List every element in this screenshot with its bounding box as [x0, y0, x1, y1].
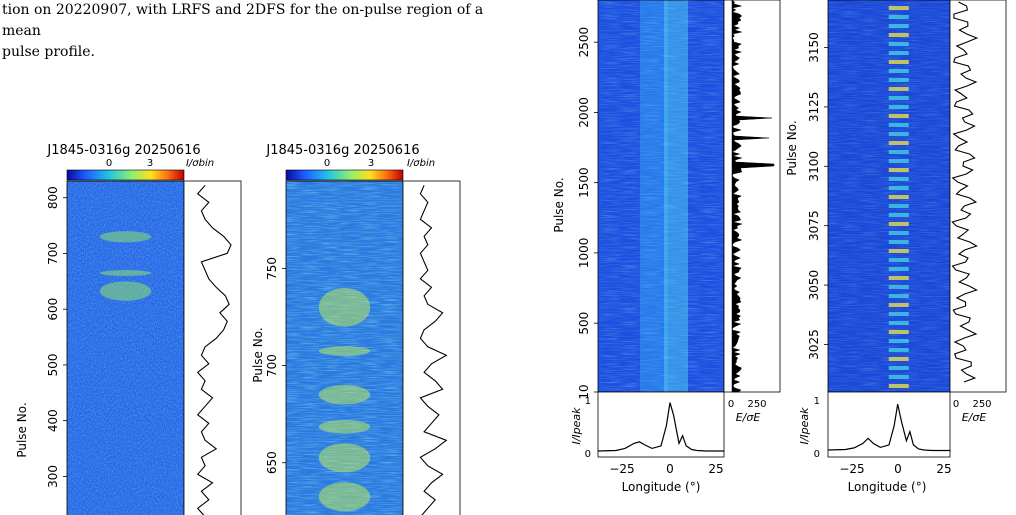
panel-1-ytick-label-4: 700 — [46, 242, 60, 265]
panel-2-band-5 — [318, 287, 371, 327]
panel-1-band-2 — [99, 231, 152, 243]
panel-1-ylabel: Pulse No. — [15, 402, 29, 457]
panel-3-ytick-label-1: 500 — [577, 312, 591, 335]
panel-1-colorbar — [66, 169, 185, 181]
panel-4-ytick-label-4: 3125 — [807, 92, 821, 123]
panel-1: J1845-0316g 20250616 0 3 I/σbin 300 400 50… — [15, 143, 242, 515]
panel-1-y-ticks: 300 400 500 600 700 800 — [46, 186, 67, 488]
panel-1-ytick-label-0: 300 — [46, 465, 60, 488]
panel-3-prof-xlabel: Longitude (°) — [622, 480, 701, 494]
panel-4-side-trace — [951, 1, 979, 383]
panel-4-waterfall-noise — [828, 0, 950, 392]
panel-2-cbar-tick-3: 3 — [368, 158, 374, 169]
panel-4-ytick-label-0: 3025 — [807, 329, 821, 360]
panel-2-side-trace — [419, 185, 448, 515]
panel-3-ytick-label-3: 1500 — [577, 167, 591, 198]
panel-4-prof-ylabel: I/Ipeak — [798, 407, 811, 445]
panel-2: J1845-0316g 20250616 0 3 I/σbin 650 700 75… — [251, 143, 461, 515]
panel-1-cbar-tick-3: 3 — [147, 158, 153, 169]
panel-3-ytick-label-2: 1000 — [577, 238, 591, 269]
panel-4-side-panel — [949, 0, 1007, 393]
panel-3-ytick-label-5: 2500 — [577, 27, 591, 58]
panel-2-bright-bands — [318, 287, 371, 512]
panel-3-side-xlabel: E/σE — [736, 411, 761, 424]
panel-1-side-trace — [196, 184, 232, 515]
panel-1-cbar-tick-0: 0 — [106, 158, 112, 169]
panel-3-side-trace — [731, 0, 775, 393]
panel-1-ytick-label-3: 600 — [46, 298, 60, 321]
panel-4-prof-xtick-0: 0 — [894, 462, 902, 476]
figure-caption: tion on 20220907, with LRFS and 2DFS for… — [2, 0, 502, 63]
caption-line-2: pulse profile. — [2, 44, 96, 60]
panel-2-band-1 — [318, 443, 371, 473]
panel-3-waterfall-noise — [598, 0, 724, 392]
panel-3-prof-xtick-neg25: −25 — [609, 462, 634, 476]
panel-4-side-xtick-250: 250 — [972, 399, 991, 410]
panel-4-profile-box — [827, 391, 951, 458]
panel-1-band-1 — [99, 269, 152, 276]
panel-3-prof-xtick-0: 0 — [666, 462, 674, 476]
panel-3-prof-ytick-1: 1 — [585, 396, 591, 407]
panel-2-ytick-label-0: 650 — [265, 451, 279, 474]
panel-3-profile-box — [597, 391, 725, 458]
panel-4-prof-ytick-1: 1 — [814, 396, 820, 407]
panel-4-prof-xtick-25: 25 — [936, 462, 951, 476]
panel-4-prof-xtick-neg25: −25 — [839, 462, 864, 476]
panel-2-band-4 — [318, 346, 371, 356]
panel-3-y-ticks: 10 500 1000 1500 2000 2500 — [577, 27, 598, 400]
panel-2-cbar-label: I/σbin — [407, 158, 435, 169]
panel-2-title: J1845-0316g 20250616 — [265, 143, 419, 158]
panel-2-band-2 — [318, 419, 371, 434]
panel-2-cbar-tick-0: 0 — [324, 158, 330, 169]
panel-4-side-xtick-0: 0 — [953, 399, 959, 410]
panel-1-side-panel — [183, 180, 242, 515]
panel-3-prof-xtick-25: 25 — [708, 462, 723, 476]
panel-4-ytick-label-5: 3150 — [807, 32, 821, 63]
panel-3-ytick-label-4: 2000 — [577, 97, 591, 128]
panel-4-ytick-label-1: 3050 — [807, 270, 821, 301]
panel-1-band-0 — [99, 281, 152, 301]
panel-2-band-0 — [318, 482, 371, 512]
panel-4-ytick-label-2: 3075 — [807, 210, 821, 241]
panel-4-ytick-label-3: 3100 — [807, 151, 821, 182]
panel-2-ytick-label-2: 750 — [265, 257, 279, 280]
panel-4-prof-xlabel: Longitude (°) — [848, 480, 927, 494]
panel-4-side-xlabel: E/σE — [962, 411, 987, 424]
panel-3-side-xtick-0: 0 — [728, 399, 734, 410]
panel-2-y-ticks: 650 700 750 — [265, 257, 286, 474]
panel-1-title: J1845-0316g 20250616 — [46, 143, 200, 158]
panel-4-prof-ytick-0: 0 — [814, 449, 820, 460]
panel-3-ylabel: Pulse No. — [552, 177, 566, 232]
panel-2-colorbar — [285, 169, 404, 181]
panel-4-y-ticks: 3025 3050 3075 3100 3125 3150 — [807, 32, 828, 360]
panel-4-profile-trace — [827, 403, 950, 452]
panel-1-cbar-label: I/σbin — [186, 158, 214, 169]
panel-1-ytick-label-2: 500 — [46, 353, 60, 376]
panel-2-band-3 — [318, 385, 371, 405]
panel-2-ylabel: Pulse No. — [251, 327, 265, 382]
panel-3-profile-trace — [597, 402, 724, 452]
panel-1-bright-bands — [99, 231, 152, 301]
panel-1-ytick-label-1: 400 — [46, 409, 60, 432]
panel-3-prof-ytick-0: 0 — [585, 449, 591, 460]
panel-4-ylabel: Pulse No. — [785, 120, 799, 175]
panel-1-ytick-label-5: 800 — [46, 186, 60, 209]
panel-1-waterfall-noise — [67, 181, 184, 515]
caption-line-1: tion on 20220907, with LRFS and 2DFS for… — [2, 2, 484, 39]
panel-3-prof-ylabel: I/Ipeak — [570, 407, 583, 445]
panel-3-ytick-label-0: 10 — [577, 384, 591, 399]
panel-3-side-xtick-250: 250 — [747, 399, 766, 410]
panel-2-ytick-label-1: 700 — [265, 354, 279, 377]
